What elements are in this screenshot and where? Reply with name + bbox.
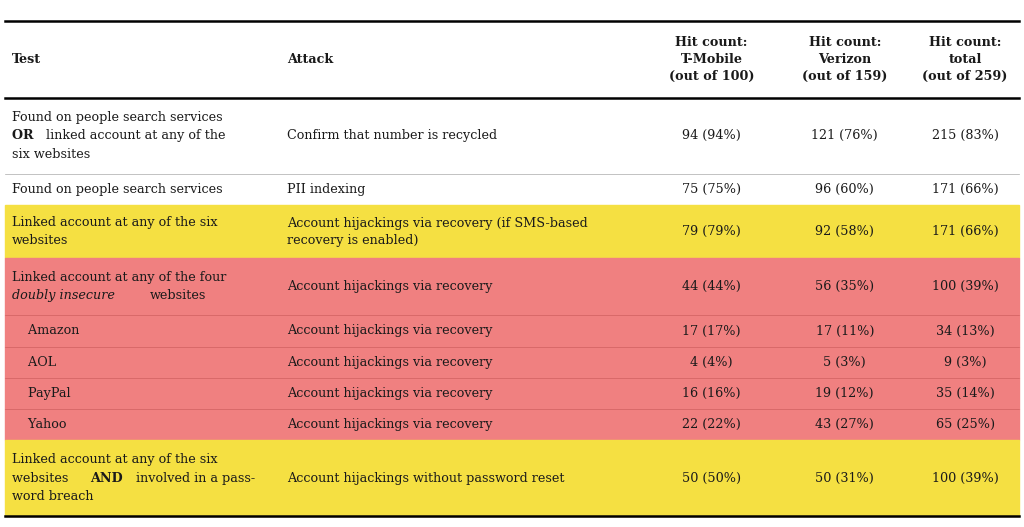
Bar (5, 206, 1019, 258)
Text: 96 (60%): 96 (60%) (815, 183, 874, 196)
Text: 171 (66%): 171 (66%) (932, 183, 998, 196)
Text: AOL: AOL (12, 356, 56, 368)
Text: 22 (22%): 22 (22%) (682, 418, 741, 431)
Text: Account hijackings without password reset: Account hijackings without password rese… (287, 472, 564, 485)
Bar (5, 258, 1019, 316)
Text: six websites: six websites (12, 148, 90, 161)
Text: PayPal: PayPal (12, 387, 71, 399)
Text: 35 (14%): 35 (14%) (936, 387, 994, 399)
Text: 9 (3%): 9 (3%) (944, 356, 986, 368)
Text: Account hijackings via recovery: Account hijackings via recovery (287, 325, 493, 337)
Text: 5 (3%): 5 (3%) (823, 356, 866, 368)
Text: 34 (13%): 34 (13%) (936, 325, 994, 337)
Text: OR: OR (12, 130, 39, 142)
Text: Linked account at any of the six: Linked account at any of the six (12, 453, 218, 466)
Text: 100 (39%): 100 (39%) (932, 472, 998, 485)
Text: 44 (44%): 44 (44%) (682, 280, 741, 293)
Text: Confirm that number is recycled: Confirm that number is recycled (287, 130, 497, 142)
Text: doubly insecure: doubly insecure (12, 289, 119, 302)
Text: Found on people search services: Found on people search services (12, 183, 223, 196)
Text: Account hijackings via recovery: Account hijackings via recovery (287, 387, 493, 399)
Text: 17 (11%): 17 (11%) (815, 325, 874, 337)
Text: involved in a pass-: involved in a pass- (132, 472, 255, 485)
Text: 65 (25%): 65 (25%) (936, 418, 994, 431)
Bar (5, 440, 1019, 516)
Bar (5, 378, 1019, 409)
Text: 79 (79%): 79 (79%) (682, 225, 741, 238)
Text: Test: Test (12, 53, 41, 66)
Bar (5, 347, 1019, 378)
Text: Found on people search services: Found on people search services (12, 111, 223, 124)
Text: websites: websites (151, 289, 207, 302)
Text: 56 (35%): 56 (35%) (815, 280, 874, 293)
Text: 50 (31%): 50 (31%) (815, 472, 874, 485)
Text: linked account at any of the: linked account at any of the (46, 130, 225, 142)
Text: 17 (17%): 17 (17%) (682, 325, 741, 337)
Text: 75 (75%): 75 (75%) (682, 183, 741, 196)
Text: AND: AND (90, 472, 123, 485)
Text: Hit count:
Verizon
(out of 159): Hit count: Verizon (out of 159) (802, 36, 888, 83)
Text: PII indexing: PII indexing (287, 183, 366, 196)
Text: 121 (76%): 121 (76%) (811, 130, 879, 142)
Text: Linked account at any of the six: Linked account at any of the six (12, 216, 218, 229)
Text: Account hijackings via recovery: Account hijackings via recovery (287, 280, 493, 293)
Text: 171 (66%): 171 (66%) (932, 225, 998, 238)
Text: 94 (94%): 94 (94%) (682, 130, 741, 142)
Text: word breach: word breach (12, 490, 94, 503)
Text: 50 (50%): 50 (50%) (682, 472, 741, 485)
Text: Hit count:
total
(out of 259): Hit count: total (out of 259) (923, 36, 1008, 83)
Text: Account hijackings via recovery: Account hijackings via recovery (287, 356, 493, 368)
Text: 43 (27%): 43 (27%) (815, 418, 874, 431)
Text: 92 (58%): 92 (58%) (815, 225, 874, 238)
Text: 16 (16%): 16 (16%) (682, 387, 741, 399)
Text: 19 (12%): 19 (12%) (815, 387, 874, 399)
Text: Linked account at any of the four: Linked account at any of the four (12, 271, 226, 284)
Text: Hit count:
T-Mobile
(out of 100): Hit count: T-Mobile (out of 100) (669, 36, 755, 83)
Text: Account hijackings via recovery (if SMS-based
recovery is enabled): Account hijackings via recovery (if SMS-… (287, 217, 588, 247)
Bar (5, 97, 1019, 174)
Text: 215 (83%): 215 (83%) (932, 130, 998, 142)
Text: Yahoo: Yahoo (12, 418, 67, 431)
Text: Account hijackings via recovery: Account hijackings via recovery (287, 418, 493, 431)
Text: Attack: Attack (287, 53, 333, 66)
Text: websites: websites (12, 235, 69, 248)
Text: Amazon: Amazon (12, 325, 80, 337)
Bar (0, 21, 1024, 97)
Text: websites: websites (12, 472, 73, 485)
Bar (5, 174, 1019, 206)
Bar (5, 409, 1019, 440)
Bar (5, 316, 1019, 347)
Text: 4 (4%): 4 (4%) (690, 356, 733, 368)
Text: 100 (39%): 100 (39%) (932, 280, 998, 293)
